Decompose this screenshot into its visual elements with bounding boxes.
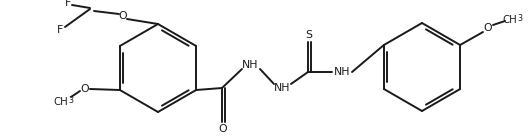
Text: 3: 3: [68, 96, 73, 105]
Text: F: F: [65, 0, 71, 8]
Text: NH: NH: [274, 83, 290, 93]
Text: CH: CH: [54, 97, 68, 107]
Text: S: S: [305, 30, 313, 40]
Text: O: O: [81, 84, 89, 94]
Text: 3: 3: [518, 14, 523, 23]
Text: O: O: [484, 23, 492, 33]
Text: O: O: [119, 11, 127, 21]
Text: F: F: [57, 25, 63, 35]
Text: NH: NH: [334, 67, 350, 77]
Text: CH: CH: [503, 15, 517, 25]
Text: NH: NH: [242, 60, 258, 70]
Text: O: O: [219, 124, 227, 134]
